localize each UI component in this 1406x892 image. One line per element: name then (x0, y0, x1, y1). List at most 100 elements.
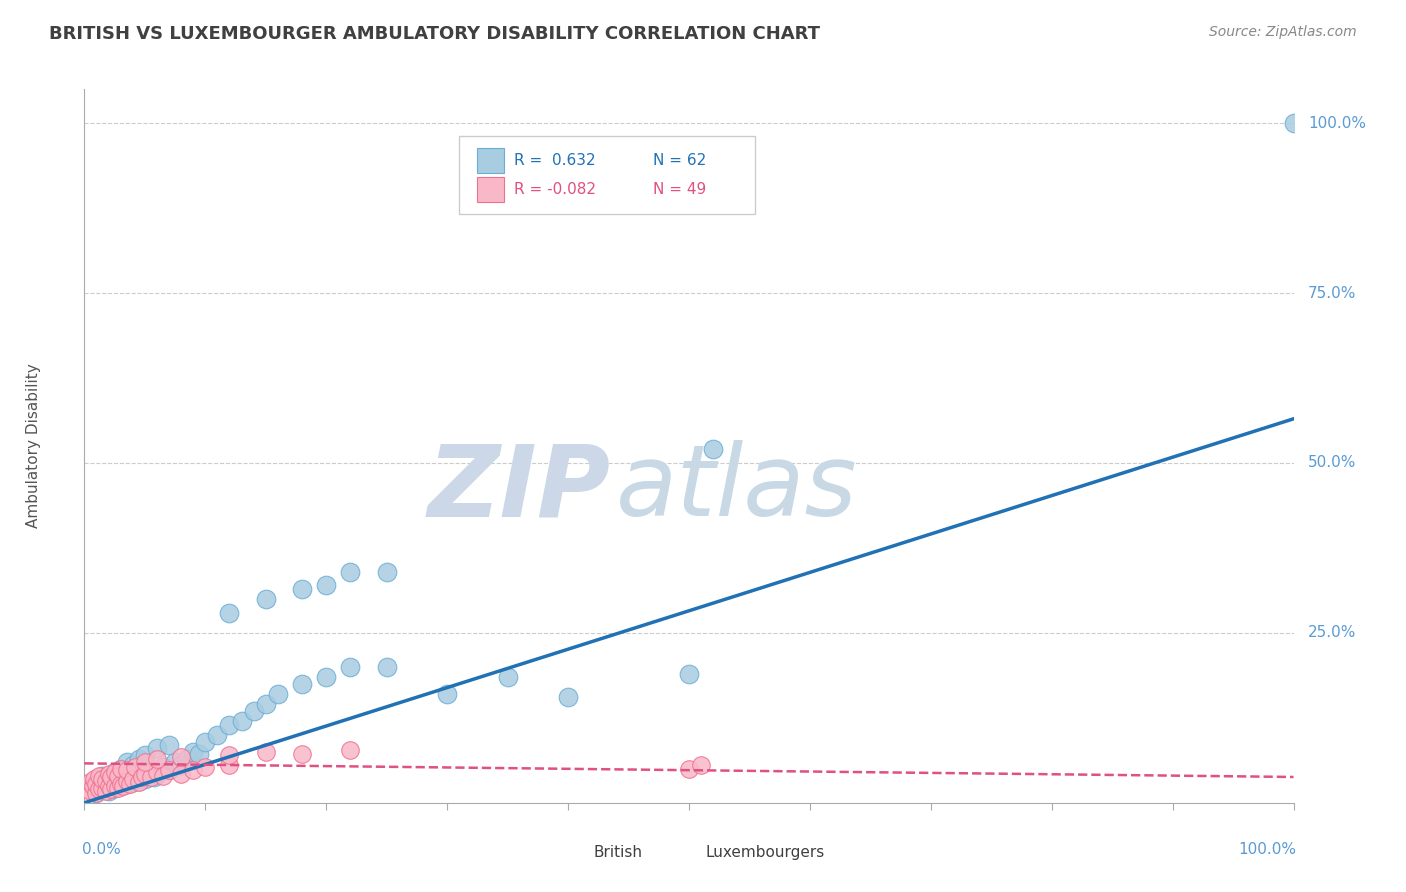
Point (146, 767, 169, 781)
Text: BRITISH VS LUXEMBOURGER AMBULATORY DISABILITY CORRELATION CHART: BRITISH VS LUXEMBOURGER AMBULATORY DISAB… (49, 25, 820, 43)
Point (170, 749, 193, 764)
Point (170, 758, 193, 772)
Point (87, 769, 110, 783)
Point (146, 765, 169, 780)
Point (107, 775, 129, 789)
Point (146, 751, 169, 765)
Point (107, 769, 129, 783)
Point (121, 758, 143, 772)
Point (134, 772, 156, 786)
Point (218, 717, 240, 731)
Point (120, 777, 142, 791)
Point (110, 762, 132, 776)
Point (110, 779, 132, 793)
Point (218, 748, 240, 763)
Point (315, 670, 337, 684)
Text: 75.0%: 75.0% (1308, 285, 1357, 301)
Point (139, 770, 162, 784)
Point (121, 772, 143, 786)
Point (104, 779, 127, 793)
Point (128, 751, 150, 765)
Point (79, 783, 101, 797)
Point (134, 748, 156, 763)
Text: R =  0.632: R = 0.632 (513, 153, 595, 168)
Point (115, 763, 138, 777)
Point (97, 772, 120, 786)
Point (104, 765, 127, 780)
Point (339, 565, 361, 579)
Point (124, 760, 146, 774)
Point (146, 741, 169, 756)
Point (94, 783, 117, 797)
Point (91, 769, 114, 783)
Point (107, 780, 129, 795)
Point (218, 758, 240, 772)
Point (82, 779, 104, 793)
Point (131, 769, 153, 783)
FancyBboxPatch shape (562, 846, 586, 863)
Point (254, 698, 277, 712)
FancyBboxPatch shape (478, 148, 503, 173)
Text: N = 49: N = 49 (652, 182, 706, 196)
Point (139, 765, 162, 780)
Point (152, 769, 174, 783)
Point (291, 582, 314, 596)
Point (254, 591, 277, 606)
Point (678, 666, 700, 681)
Point (176, 751, 198, 765)
Point (87, 775, 110, 789)
Point (121, 775, 143, 789)
Text: R = -0.082: R = -0.082 (513, 182, 596, 196)
Text: Source: ZipAtlas.com: Source: ZipAtlas.com (1209, 25, 1357, 39)
Point (115, 777, 138, 791)
Point (375, 660, 398, 674)
Point (120, 772, 142, 786)
Point (152, 760, 174, 774)
Point (79, 782, 101, 797)
Point (690, 758, 713, 772)
Point (83, 772, 105, 786)
FancyBboxPatch shape (478, 177, 503, 202)
Point (291, 677, 314, 691)
Point (678, 762, 700, 776)
Point (291, 747, 314, 761)
Point (170, 767, 193, 781)
Point (112, 770, 135, 784)
Point (91, 780, 114, 795)
Point (267, 687, 290, 701)
Point (110, 777, 132, 791)
Point (157, 763, 180, 777)
Point (86, 786, 108, 800)
Point (436, 687, 458, 701)
Point (97, 767, 120, 781)
Point (100, 782, 122, 797)
Point (496, 670, 519, 684)
Text: 100.0%: 100.0% (1308, 116, 1367, 131)
Point (104, 765, 127, 780)
Point (375, 565, 398, 579)
Point (339, 660, 361, 674)
Point (188, 747, 211, 761)
Point (702, 442, 724, 457)
Text: Ambulatory Disability: Ambulatory Disability (27, 364, 41, 528)
Point (128, 774, 150, 789)
Point (254, 745, 277, 759)
Text: atlas: atlas (616, 441, 858, 537)
Point (97, 783, 120, 797)
Point (131, 770, 153, 784)
Point (1282, 116, 1305, 130)
Point (134, 755, 156, 769)
Text: ZIP: ZIP (427, 441, 610, 537)
Point (97, 779, 120, 793)
Point (207, 728, 229, 742)
Point (194, 760, 217, 774)
Point (557, 690, 579, 705)
FancyBboxPatch shape (460, 136, 755, 214)
Point (128, 775, 150, 789)
Point (157, 763, 180, 777)
Point (100, 770, 122, 784)
FancyBboxPatch shape (675, 846, 699, 863)
Text: British: British (593, 846, 643, 860)
Point (86, 786, 108, 800)
Point (112, 779, 135, 793)
